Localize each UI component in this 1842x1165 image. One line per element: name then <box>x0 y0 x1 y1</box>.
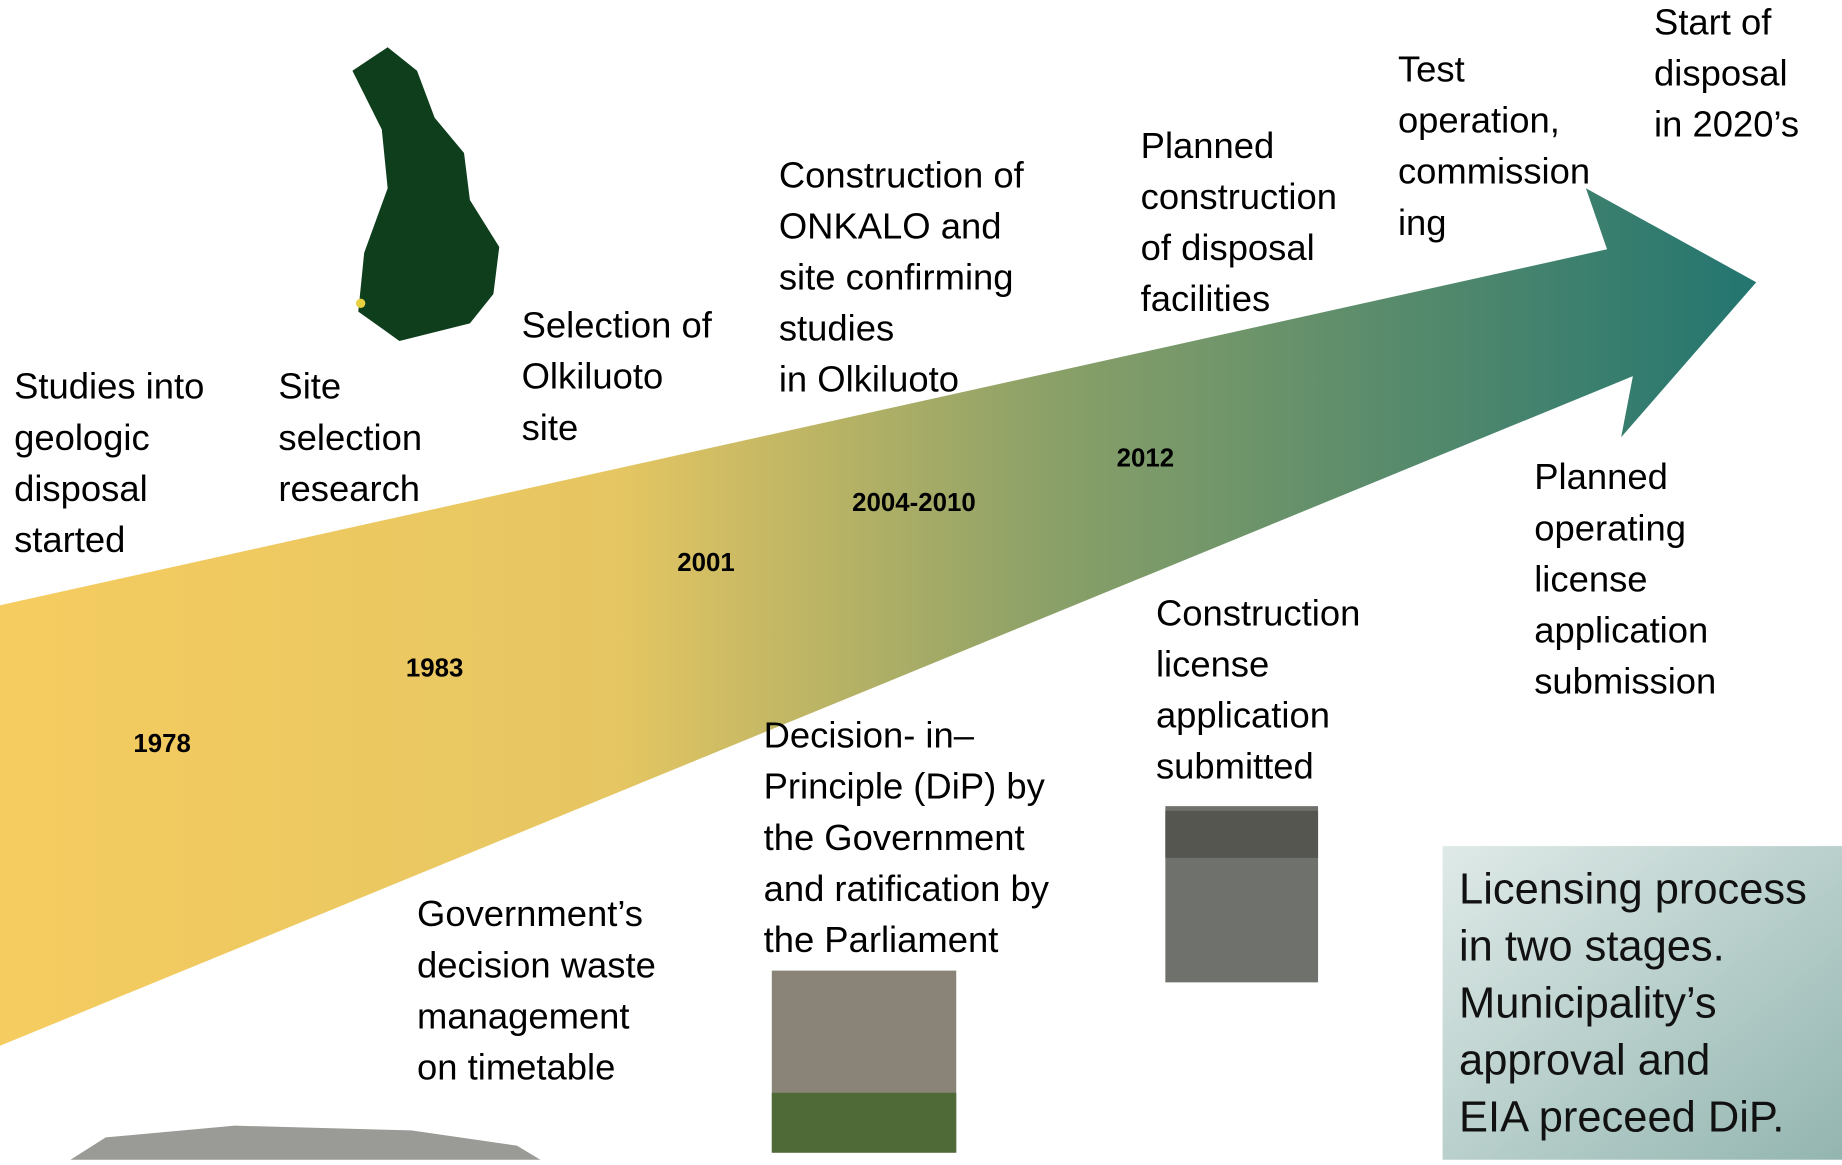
year-label: 1978 <box>133 730 190 758</box>
note-text: approval and <box>1459 1036 1710 1084</box>
year-label: 2001 <box>677 549 734 577</box>
milestone-label: management <box>417 995 630 1036</box>
milestone-label: Principle (DiP) by <box>764 766 1046 807</box>
milestone-label: ing <box>1398 202 1447 243</box>
milestone-label: Decision- in– <box>764 715 975 756</box>
milestone-label: application <box>1156 695 1330 736</box>
milestone-label: Start of <box>1654 2 1772 43</box>
milestone-label: Government’s <box>417 893 643 934</box>
milestone-label: started <box>14 519 125 560</box>
milestone-label: application <box>1534 609 1708 650</box>
milestone-label: disposal <box>14 468 148 509</box>
milestone-label: decision waste <box>417 944 656 985</box>
milestone-label: submission <box>1534 661 1716 702</box>
milestone-label: geologic <box>14 417 150 458</box>
milestone-label: Site <box>278 366 341 407</box>
year-label: 2004-2010 <box>852 489 976 517</box>
timeline-arrow <box>0 188 1757 1046</box>
milestone-label: selection <box>278 417 422 458</box>
milestone-label: the Parliament <box>764 919 999 960</box>
note-text: Municipality’s <box>1459 979 1717 1027</box>
year-label: 2012 <box>1117 444 1174 472</box>
milestone-label: submitted <box>1156 746 1314 787</box>
milestone-label: Construction of <box>779 154 1025 195</box>
report-cover-band <box>1165 810 1319 858</box>
milestone-label: research <box>278 468 420 509</box>
milestone-label: Selection of <box>522 305 713 346</box>
milestone-label: operating <box>1534 507 1686 548</box>
milestone-label: license <box>1534 558 1647 599</box>
milestone-label: construction <box>1141 176 1337 217</box>
milestone-label: Studies into <box>14 366 204 407</box>
parliament-garden <box>771 1092 957 1153</box>
milestone-label: commission <box>1398 151 1590 192</box>
labels: Studies into geologic disposal started Site s… <box>14 2 1807 1142</box>
site-dot <box>355 298 366 309</box>
milestone-label: and ratification by <box>764 868 1050 909</box>
milestone-label: ONKALO and <box>779 205 1002 246</box>
milestone-label: of disposal <box>1141 227 1315 268</box>
year-label: 1983 <box>406 655 463 683</box>
finland-map <box>352 47 500 341</box>
milestone-label: license <box>1156 644 1269 685</box>
milestone-label: Planned <box>1141 125 1275 166</box>
milestone-label: Planned <box>1534 456 1668 497</box>
milestone-label: operation, <box>1398 100 1560 141</box>
rock-image <box>70 1125 541 1160</box>
note-text: in two stages. <box>1459 922 1725 970</box>
milestone-label: on timetable <box>417 1046 615 1087</box>
milestone-label: in 2020’s <box>1654 104 1799 145</box>
milestone-label: studies <box>779 308 894 349</box>
milestone-label: facilities <box>1141 278 1270 319</box>
milestone-label: Olkiluoto <box>522 356 664 397</box>
milestone-label: site confirming <box>779 256 1014 297</box>
note-text: Licensing process <box>1459 865 1807 913</box>
milestone-label: in Olkiluoto <box>779 359 959 400</box>
milestone-label: Construction <box>1156 592 1360 633</box>
note-box <box>1442 846 1842 1160</box>
milestone-label: Test <box>1398 49 1465 90</box>
milestone-label: site <box>522 407 579 448</box>
milestone-label: the Government <box>764 817 1025 858</box>
note-text: EIA preceed DiP. <box>1459 1093 1784 1141</box>
milestone-label: disposal <box>1654 53 1788 94</box>
